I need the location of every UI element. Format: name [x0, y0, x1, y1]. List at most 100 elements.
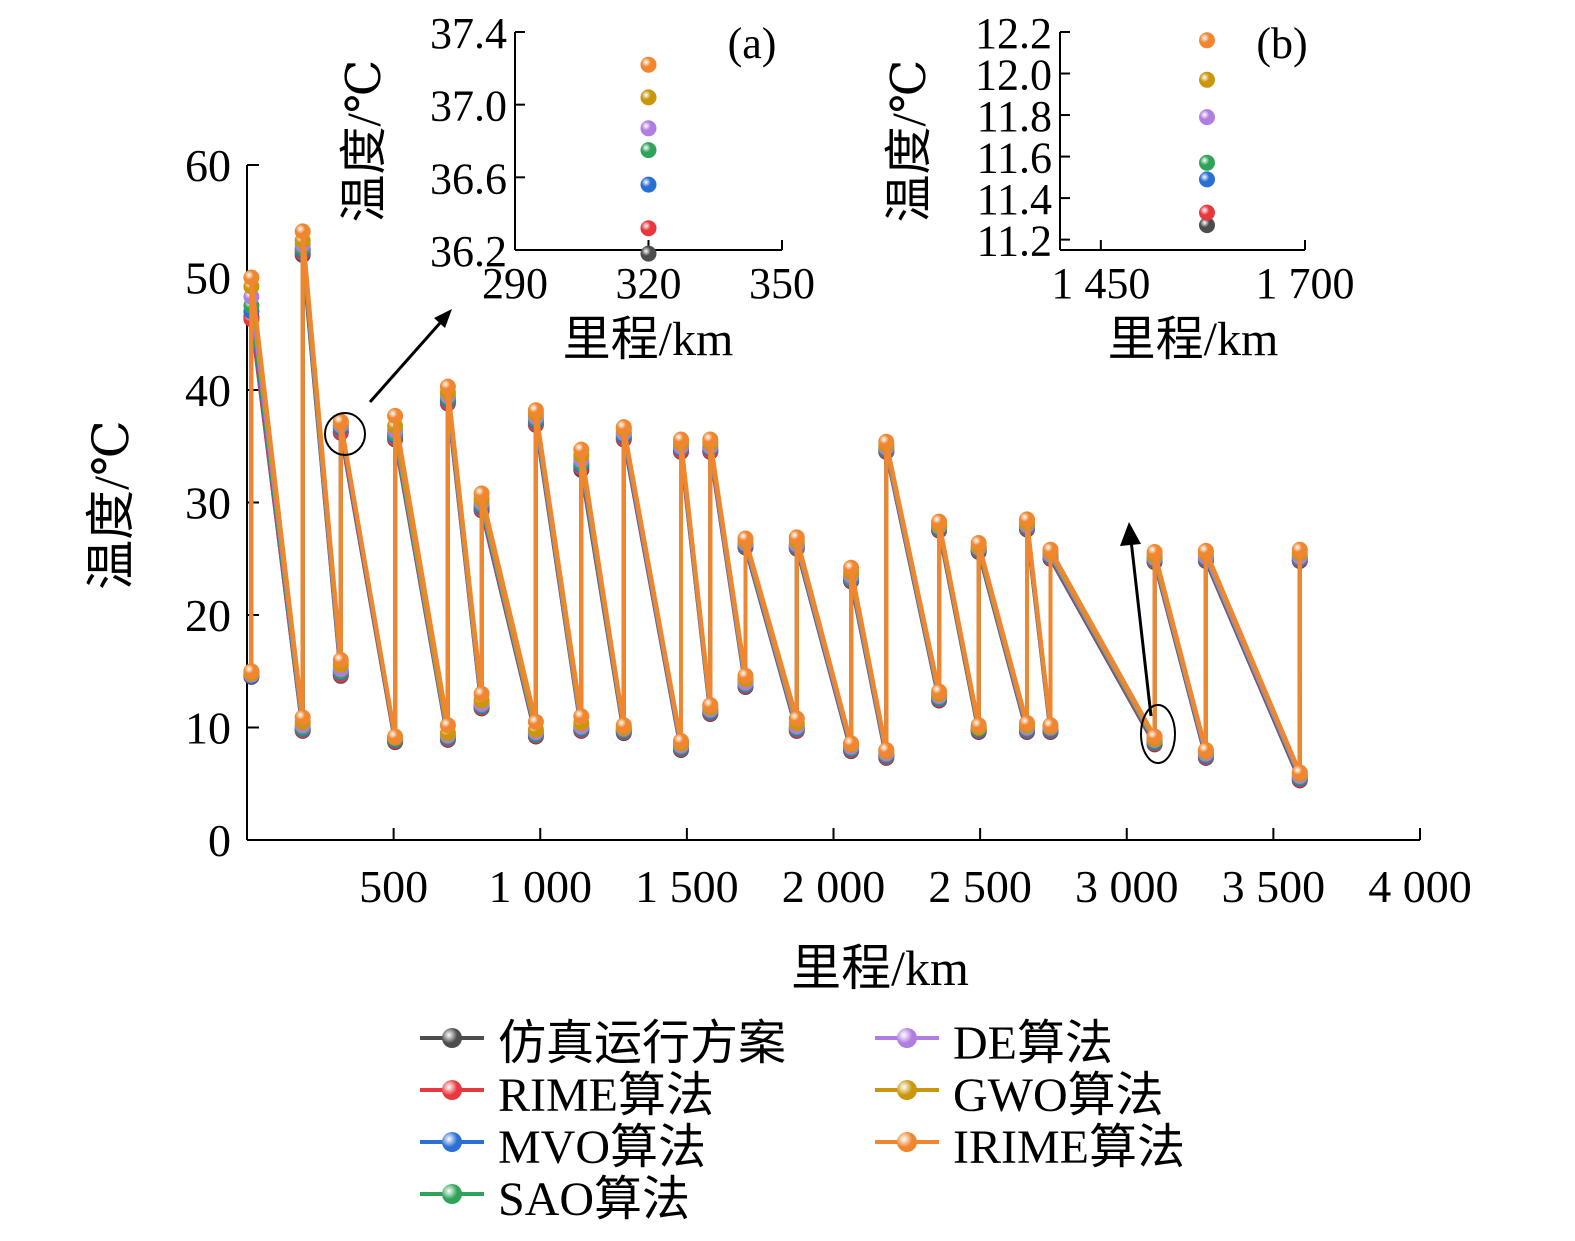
panel-label: (a): [728, 19, 777, 68]
legend-marker: [897, 1132, 917, 1152]
legend-item: 仿真运行方案: [420, 1012, 786, 1070]
legend-item: DE算法: [875, 1012, 1113, 1070]
inset-x-axis-title: 里程/km: [1108, 313, 1279, 366]
data-point: [615, 419, 632, 436]
y-tick-label: 30: [185, 478, 231, 529]
inset-data-point: [640, 89, 657, 106]
inset-data-point: [640, 120, 657, 137]
arrow-b: [1129, 539, 1153, 717]
data-point: [615, 717, 632, 734]
legend-label: IRIME算法: [953, 1121, 1185, 1174]
inset-data-point: [1199, 109, 1215, 126]
data-point: [573, 441, 590, 458]
legend-item: RIME算法: [420, 1064, 714, 1122]
inset-y-tick-label: 36.2: [430, 227, 507, 276]
inset-data-point: [1199, 204, 1215, 221]
data-point: [788, 710, 805, 727]
y-tick-label: 0: [208, 815, 231, 866]
data-point: [1291, 764, 1308, 781]
inset-a: 36.2 36.6 37.0 37.4 290 320 350 里程/km 温度/℃ (a): [338, 9, 815, 366]
x-tick-label: 1 500: [635, 861, 739, 912]
inset-x-axis-title: 里程/km: [563, 313, 734, 366]
legend-item: GWO算法: [875, 1064, 1164, 1122]
data-point: [702, 697, 719, 713]
data-point: [473, 685, 490, 702]
data-point: [878, 742, 895, 758]
series-IRIME算法: [243, 223, 1308, 781]
inset-y-tick-label: 11.4: [977, 175, 1052, 224]
legend-swatch: [875, 1080, 939, 1100]
legend-item: IRIME算法: [875, 1116, 1185, 1174]
data-point: [1197, 542, 1214, 559]
legend-swatch: [420, 1028, 484, 1048]
legend-label: RIME算法: [498, 1069, 715, 1122]
inset-data-point: [640, 56, 657, 73]
inset-y-axis-title: 温度/℃: [883, 59, 936, 222]
data-point: [970, 535, 987, 551]
x-axis-title: 里程/km: [791, 940, 969, 996]
inset-y-tick-label: 37.0: [430, 82, 507, 131]
x-tick-label: 2 500: [928, 861, 1032, 912]
data-point: [294, 223, 311, 240]
inset-x-tick-label: 1 700: [1256, 259, 1355, 308]
data-point: [1146, 728, 1163, 745]
data-point: [1197, 742, 1214, 758]
x-tick-label: 4 000: [1368, 861, 1472, 912]
inset-y-tick-label: 37.4: [430, 9, 507, 58]
data-point: [1042, 717, 1059, 734]
inset-x-tick-label: 320: [616, 259, 682, 308]
inset-y-axis-title: 温度/℃: [338, 59, 391, 222]
x-tick-label: 2 000: [782, 861, 886, 912]
data-point: [439, 378, 456, 395]
arrow-a: [368, 322, 442, 403]
legend-swatch: [420, 1132, 484, 1152]
y-tick-label: 60: [185, 140, 231, 191]
data-point: [931, 513, 948, 530]
arrow-b-head: [1120, 522, 1141, 546]
data-point: [387, 407, 404, 424]
data-point: [843, 559, 860, 576]
data-point: [673, 431, 689, 448]
inset-data-point: [640, 176, 657, 193]
data-point: [1019, 511, 1035, 528]
inset-y-tick-label: 11.8: [977, 92, 1052, 141]
legend-swatch: [420, 1080, 484, 1100]
data-point: [332, 652, 349, 668]
data-point: [931, 683, 948, 700]
inset-y-tick-label: 11.6: [977, 134, 1052, 183]
data-point: [573, 708, 590, 725]
x-tick-label: 3 500: [1222, 861, 1326, 912]
data-point: [1291, 541, 1308, 558]
circle-a: [324, 412, 366, 456]
data-point: [970, 717, 987, 734]
inset-y-tick-label: 12.2: [975, 9, 1052, 58]
inset-data-point: [1199, 154, 1215, 171]
legend-marker: [442, 1080, 462, 1100]
inset-data-point: [1199, 217, 1215, 234]
legend-marker: [897, 1080, 917, 1100]
y-axis-title: 温度/℃: [83, 420, 139, 590]
inset-x-tick-label: 290: [482, 259, 548, 308]
x-tick-label: 1 000: [489, 861, 593, 912]
inset-data-point: [1199, 71, 1215, 88]
data-point: [332, 413, 349, 430]
data-point: [1042, 541, 1059, 558]
data-point: [439, 717, 456, 734]
inset-y-tick-label: 11.2: [977, 217, 1052, 266]
data-point: [527, 402, 544, 419]
data-point: [527, 713, 544, 730]
inset-data-point: [1199, 171, 1215, 188]
data-point: [387, 728, 404, 745]
circle-b: [1140, 704, 1176, 764]
data-point: [843, 735, 860, 752]
data-point: [243, 663, 260, 680]
inset-y-tick-label: 12.0: [975, 51, 1052, 100]
legend-label: GWO算法: [953, 1069, 1164, 1122]
data-point: [878, 433, 895, 450]
x-tick-label: 3 000: [1075, 861, 1179, 912]
data-point: [737, 530, 754, 547]
inset-data-point: [640, 220, 657, 237]
inset-data-point: [640, 245, 657, 262]
x-tick-label: 500: [359, 861, 428, 912]
